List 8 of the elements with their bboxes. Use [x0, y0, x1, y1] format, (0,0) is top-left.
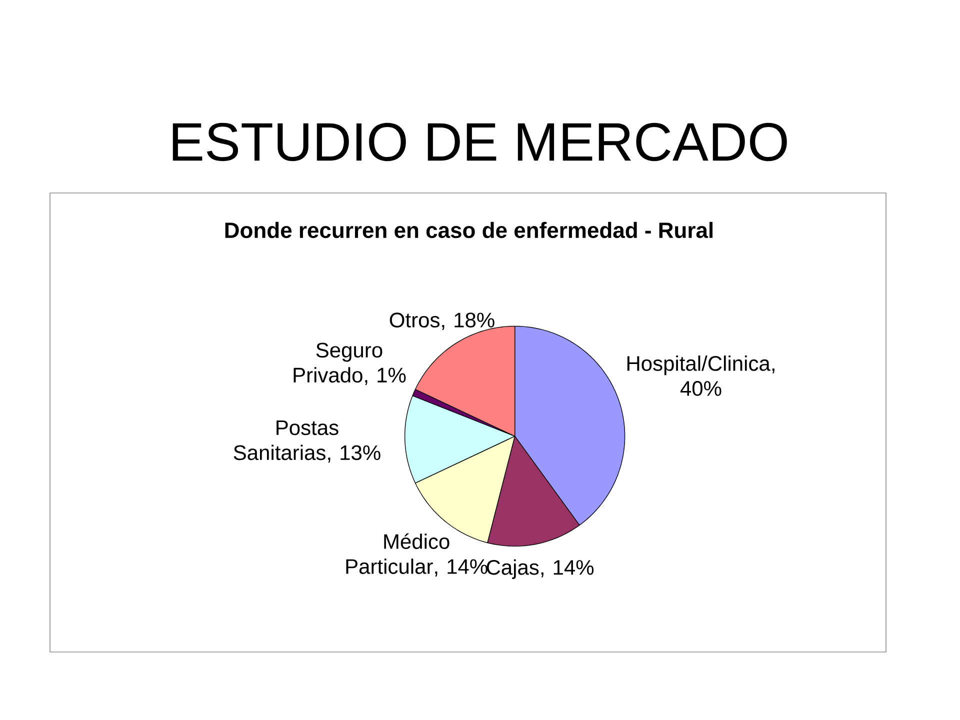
- chart-subtitle: Donde recurren en caso de enfermedad - Rural: [225, 222, 713, 238]
- data-label: , 14%: [541, 560, 594, 578]
- data-label: , 13%: [328, 445, 380, 463]
- data-label: , 18%: [442, 312, 494, 330]
- chart-title: ESTUDIO DE MERCADO: [172, 122, 787, 162]
- slice-label: Cajas: [486, 559, 539, 579]
- slice-label: Otros: [390, 312, 440, 328]
- data-label: , 14%: [435, 559, 488, 576]
